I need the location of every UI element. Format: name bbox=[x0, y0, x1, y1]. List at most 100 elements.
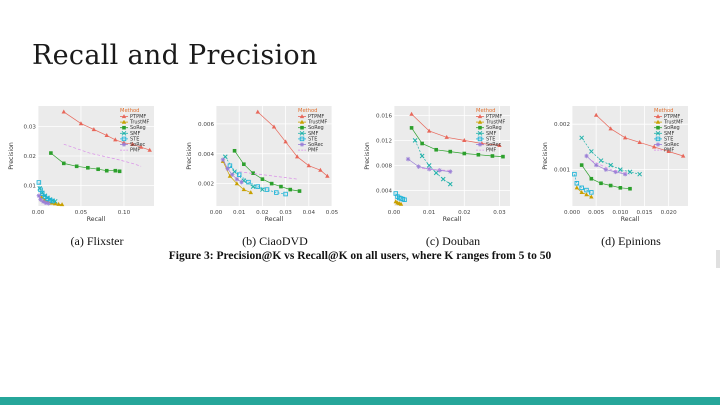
data-point-ptpmf bbox=[593, 112, 599, 117]
data-point-trustmf bbox=[52, 201, 58, 206]
data-point-soreg bbox=[61, 161, 66, 166]
data-point-smf bbox=[608, 162, 614, 168]
y-tick-label: 0.004 bbox=[376, 188, 392, 194]
x-tick-label: 0.01 bbox=[423, 210, 436, 216]
data-point-soreg bbox=[104, 168, 109, 173]
data-point-trustmf bbox=[398, 201, 404, 206]
data-point-ste bbox=[246, 179, 251, 185]
y-axis-label: Precision bbox=[542, 142, 549, 170]
chart-epinions: 0.000 0.005 0.010 0.015 0.020 0.001 0.002 Recal… bbox=[542, 106, 688, 223]
series-line-ptpmf bbox=[411, 113, 500, 146]
data-point-soreg bbox=[232, 148, 237, 153]
data-point-ptpmf bbox=[130, 141, 135, 146]
x-tick-label: 0.00 bbox=[32, 210, 45, 216]
data-point-soreg bbox=[117, 169, 122, 174]
chart-ciaodvd: 0.00 0.01 0.02 0.03 0.04 0.05 0.002 0.004 0.006 R… bbox=[186, 106, 339, 223]
data-point-trustmf bbox=[241, 187, 247, 192]
data-point-soreg bbox=[478, 125, 482, 130]
legend-label: PMF bbox=[130, 148, 140, 154]
legend-label: PMF bbox=[664, 148, 674, 154]
data-point-ste bbox=[584, 187, 589, 193]
data-point-ste bbox=[264, 187, 270, 192]
data-point-smf bbox=[579, 135, 585, 141]
data-point-ste bbox=[574, 181, 580, 186]
chart-panel-douban: 0.00 0.01 0.02 0.03 0.004 0.008 0.012 0.016 Reca… bbox=[360, 98, 530, 248]
data-point-trustmf bbox=[59, 202, 65, 207]
data-point-ste bbox=[402, 197, 407, 202]
data-point-ptpmf bbox=[283, 139, 288, 144]
data-point-soreg bbox=[579, 163, 584, 167]
chart-douban: 0.00 0.01 0.02 0.03 0.004 0.008 0.012 0.016 Reca… bbox=[364, 106, 510, 223]
series-soreg bbox=[409, 126, 505, 159]
data-point-soreg bbox=[269, 181, 274, 186]
legend-label: SMF bbox=[130, 131, 140, 137]
data-point-ste bbox=[255, 184, 261, 189]
data-point-soreg bbox=[122, 125, 126, 130]
data-point-sorec bbox=[38, 197, 43, 202]
chart-panel-flixster: 0.00 0.05 0.10 0.01 0.02 0.03 Recall Precision M… bbox=[4, 98, 174, 248]
data-point-trustmf bbox=[248, 190, 253, 195]
data-point-sorec bbox=[230, 172, 235, 177]
data-point-sorec bbox=[43, 200, 48, 205]
figure-caption: Figure 3: Precision@K vs Recall@K on all… bbox=[168, 250, 552, 262]
legend-label: SoReg bbox=[130, 125, 146, 131]
data-point-soreg bbox=[113, 168, 118, 173]
data-point-soreg bbox=[434, 147, 438, 152]
series-ptpmf bbox=[593, 112, 686, 158]
data-point-ptpmf bbox=[78, 121, 84, 126]
y-tick-label: 0.016 bbox=[376, 113, 392, 119]
data-point-soreg bbox=[288, 187, 293, 192]
caption-ciaodvd: (b) CiaoDVD bbox=[242, 234, 308, 248]
series-ste bbox=[572, 171, 594, 195]
chart-flixster: 0.00 0.05 0.10 0.01 0.02 0.03 Recall Precision M… bbox=[8, 106, 154, 223]
legend-label: SMF bbox=[664, 131, 674, 137]
series-soreg bbox=[232, 148, 302, 193]
data-point-trustmf bbox=[121, 119, 127, 124]
legend-label: SMF bbox=[486, 131, 496, 137]
data-point-ptpmf bbox=[655, 114, 661, 119]
x-tick-label: 0.01 bbox=[233, 210, 246, 216]
series-soreg bbox=[579, 163, 632, 191]
plot-area bbox=[216, 106, 332, 206]
data-point-sorec bbox=[40, 199, 46, 204]
legend-label: SoRec bbox=[130, 142, 146, 148]
data-point-soreg bbox=[420, 141, 424, 146]
series-trustmf bbox=[574, 185, 594, 199]
x-tick-label: 0.03 bbox=[493, 210, 506, 216]
data-point-sorec bbox=[234, 176, 240, 182]
legend-title: Method bbox=[654, 108, 673, 114]
x-axis-label: Recall bbox=[621, 216, 640, 223]
data-point-ptpmf bbox=[444, 134, 449, 139]
data-point-smf bbox=[433, 170, 439, 176]
series-soreg bbox=[49, 151, 122, 174]
data-point-smf bbox=[260, 187, 265, 192]
legend-label: SoReg bbox=[308, 125, 324, 131]
data-point-sorec bbox=[477, 142, 483, 147]
y-tick-label: 0.008 bbox=[376, 163, 392, 169]
data-point-ptpmf bbox=[91, 127, 97, 132]
data-point-ptpmf bbox=[61, 109, 66, 114]
data-point-sorec bbox=[416, 164, 421, 169]
data-point-sorec bbox=[584, 153, 589, 159]
data-point-smf bbox=[299, 130, 305, 136]
series-ste bbox=[227, 163, 288, 197]
data-point-ste bbox=[579, 185, 584, 191]
series-sorec bbox=[584, 153, 628, 177]
data-point-sorec bbox=[121, 142, 127, 147]
data-point-soreg bbox=[74, 164, 79, 169]
x-tick-label: 0.10 bbox=[118, 210, 131, 216]
data-point-trustmf bbox=[477, 119, 483, 124]
data-point-sorec bbox=[448, 169, 453, 174]
data-point-ptpmf bbox=[477, 114, 483, 119]
series-trustmf bbox=[393, 199, 404, 206]
series-smf bbox=[412, 138, 453, 187]
data-point-soreg bbox=[409, 126, 414, 130]
y-axis-label: Precision bbox=[364, 142, 371, 170]
series-line-ste bbox=[38, 182, 53, 202]
legend-label: STE bbox=[486, 136, 495, 142]
data-point-smf bbox=[477, 130, 483, 136]
data-point-soreg bbox=[656, 125, 660, 130]
x-tick-label: 0.015 bbox=[636, 210, 652, 216]
legend-label: STE bbox=[308, 136, 317, 142]
